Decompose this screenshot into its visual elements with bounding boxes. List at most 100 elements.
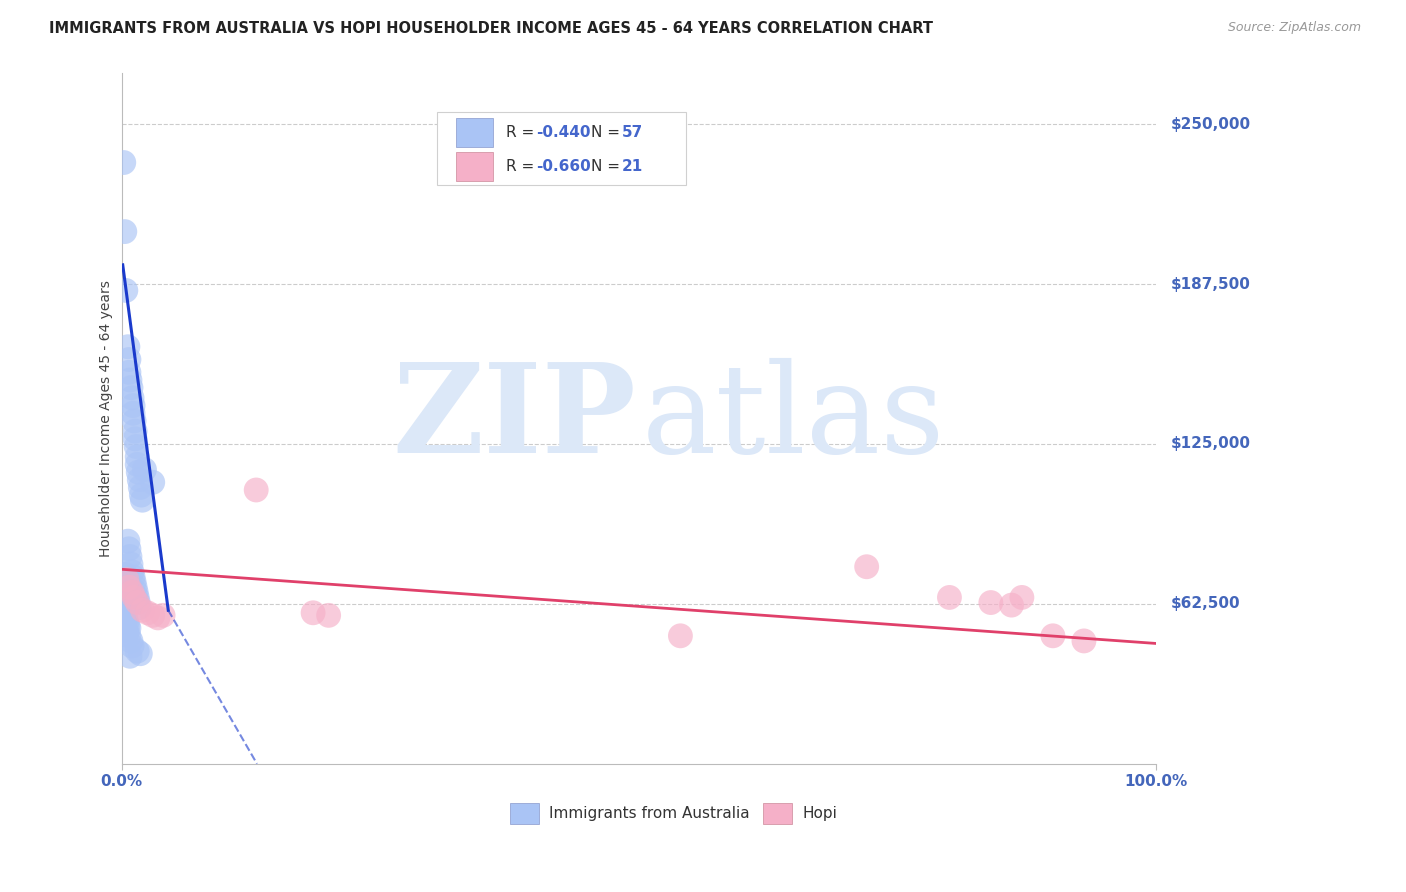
Text: $62,500: $62,500 <box>1170 597 1240 611</box>
Point <box>855 559 877 574</box>
Point <box>115 626 138 640</box>
Text: R =: R = <box>506 125 538 140</box>
Point <box>118 580 141 594</box>
Point <box>980 596 1002 610</box>
Point <box>115 577 138 591</box>
Point <box>1011 591 1033 605</box>
Point <box>134 462 156 476</box>
Point <box>127 596 149 610</box>
Point <box>127 596 149 610</box>
Point <box>121 391 143 405</box>
Point <box>136 606 159 620</box>
Text: atlas: atlas <box>643 358 945 479</box>
Point <box>127 450 149 464</box>
Text: $250,000: $250,000 <box>1170 117 1250 132</box>
Point <box>118 621 141 635</box>
Point <box>117 534 139 549</box>
Point <box>117 582 139 597</box>
Point <box>152 608 174 623</box>
FancyBboxPatch shape <box>456 153 494 181</box>
Point <box>127 465 149 479</box>
Text: ZIP: ZIP <box>392 358 636 479</box>
Point <box>131 603 153 617</box>
Text: R =: R = <box>506 160 538 174</box>
Point <box>1042 629 1064 643</box>
Point <box>114 284 136 298</box>
Point <box>121 565 143 579</box>
Text: $187,500: $187,500 <box>1170 277 1250 292</box>
Point <box>115 600 138 615</box>
Point <box>112 155 135 169</box>
Point <box>118 629 141 643</box>
Text: IMMIGRANTS FROM AUSTRALIA VS HOPI HOUSEHOLDER INCOME AGES 45 - 64 YEARS CORRELAT: IMMIGRANTS FROM AUSTRALIA VS HOPI HOUSEH… <box>49 21 934 36</box>
Point <box>121 639 143 653</box>
Point <box>1073 634 1095 648</box>
Point <box>120 381 142 395</box>
Text: Immigrants from Australia: Immigrants from Australia <box>548 806 749 821</box>
Point <box>114 225 136 239</box>
Point <box>245 483 267 497</box>
Text: Source: ZipAtlas.com: Source: ZipAtlas.com <box>1227 21 1361 34</box>
FancyBboxPatch shape <box>437 112 686 185</box>
Point <box>122 399 145 413</box>
Point <box>127 591 149 605</box>
Point <box>938 591 960 605</box>
Text: -0.660: -0.660 <box>537 160 592 174</box>
Point <box>146 611 169 625</box>
Point <box>115 615 138 630</box>
Point <box>118 365 141 379</box>
Point <box>124 580 146 594</box>
Text: N =: N = <box>592 125 626 140</box>
Point <box>302 606 325 620</box>
Text: 57: 57 <box>621 125 643 140</box>
Point <box>122 591 145 605</box>
Point <box>142 475 165 490</box>
Point <box>669 629 692 643</box>
Point <box>122 406 145 420</box>
Point <box>120 634 142 648</box>
Point <box>129 647 152 661</box>
Point <box>127 644 149 658</box>
Text: N =: N = <box>592 160 626 174</box>
Point <box>118 549 141 564</box>
Point <box>117 340 139 354</box>
Text: Hopi: Hopi <box>803 806 838 821</box>
Point <box>114 596 136 610</box>
Point <box>122 575 145 590</box>
Point <box>114 567 136 582</box>
Point <box>131 488 153 502</box>
Point <box>122 414 145 428</box>
Point <box>122 570 145 584</box>
FancyBboxPatch shape <box>456 118 494 147</box>
Point <box>1000 598 1022 612</box>
Point <box>120 557 142 571</box>
Point <box>318 608 340 623</box>
FancyBboxPatch shape <box>510 803 538 824</box>
Point <box>124 424 146 438</box>
Point <box>128 600 150 615</box>
Point <box>127 458 149 472</box>
Point <box>118 649 141 664</box>
Y-axis label: Householder Income Ages 45 - 64 years: Householder Income Ages 45 - 64 years <box>100 280 114 557</box>
Point <box>125 440 148 454</box>
Point <box>129 480 152 494</box>
Point <box>118 373 141 387</box>
Point <box>118 352 141 367</box>
Point <box>114 614 136 628</box>
FancyBboxPatch shape <box>763 803 792 824</box>
Point <box>114 573 136 587</box>
Text: 21: 21 <box>621 160 643 174</box>
Point <box>114 591 136 605</box>
Text: $125,000: $125,000 <box>1170 436 1250 451</box>
Point <box>114 606 136 620</box>
Point <box>125 585 148 599</box>
Point <box>124 432 146 446</box>
Point <box>117 618 139 632</box>
Point <box>131 493 153 508</box>
Text: -0.440: -0.440 <box>537 125 591 140</box>
Point <box>114 624 136 638</box>
Point <box>142 608 165 623</box>
Point <box>115 573 138 587</box>
Point <box>121 585 143 599</box>
Point <box>114 611 136 625</box>
